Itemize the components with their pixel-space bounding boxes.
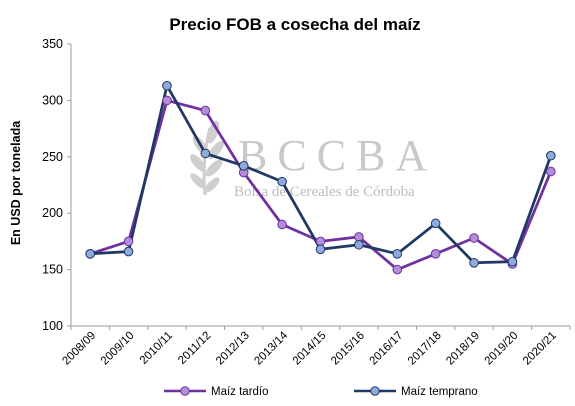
data-point-maiz-tardio — [546, 166, 556, 177]
y-ticks: 100 150 200 250 300 350 — [42, 37, 71, 333]
y-tick-label: 150 — [42, 263, 63, 277]
data-point-maiz-temprano — [392, 249, 403, 259]
x-ticks: 2008/09 2009/10 2010/11 2011/12 2012/13 2013/… — [60, 326, 571, 368]
chart-title: Precio FOB a cosecha del maíz — [169, 15, 420, 34]
x-tick-label: 2018/19 — [444, 330, 482, 368]
data-point-maiz-temprano — [469, 258, 479, 268]
y-tick-label: 100 — [42, 319, 63, 333]
x-tick-label: 2013/14 — [252, 329, 290, 367]
y-tick-label: 300 — [42, 93, 63, 107]
data-point-maiz-temprano — [354, 239, 364, 250]
data-point-maiz-tardio — [392, 264, 403, 275]
x-tick-label: 2016/17 — [368, 330, 406, 368]
y-tick-label: 200 — [42, 206, 63, 220]
x-tick-label: 2020/21 — [521, 330, 559, 368]
x-tick-label: 2009/10 — [99, 330, 137, 368]
legend-label-maiz-temprano: Maíz temprano — [401, 386, 478, 398]
data-point-maiz-temprano — [277, 176, 287, 187]
data-point-maiz-tardio — [123, 236, 134, 247]
data-point-maiz-tardio — [469, 233, 479, 243]
x-tick-label: 2015/16 — [329, 330, 367, 368]
legend-item-maiz-temprano: Maíz temprano — [354, 386, 478, 398]
y-tick-label: 250 — [42, 150, 63, 164]
legend-label-maiz-tardio: Maíz tardío — [211, 386, 269, 398]
series-layer — [85, 80, 556, 275]
data-point-maiz-temprano — [546, 150, 556, 161]
x-tick-label: 2008/09 — [60, 330, 98, 368]
data-point-maiz-temprano — [162, 80, 172, 91]
x-tick-label: 2010/11 — [138, 330, 175, 367]
data-point-maiz-temprano — [507, 256, 518, 267]
x-tick-label: 2011/12 — [176, 330, 213, 367]
data-point-maiz-temprano — [315, 244, 326, 255]
x-tick-label: 2014/15 — [291, 330, 329, 368]
x-tick-label: 2012/13 — [214, 330, 252, 368]
data-point-maiz-tardio — [315, 236, 326, 247]
y-tick-label: 350 — [42, 37, 63, 51]
data-point-maiz-tardio — [162, 95, 172, 106]
data-point-maiz-temprano — [430, 218, 441, 229]
data-point-maiz-tardio — [200, 105, 211, 116]
legend-item-maiz-tardio: Maíz tardío — [164, 386, 269, 398]
watermark-subtitle: Bolsa de Cereales de Córdoba — [234, 184, 415, 200]
watermark: BCCBA Bolsa de Cereales de Córdoba — [190, 120, 437, 200]
data-point-maiz-tardio — [354, 232, 364, 242]
data-point-maiz-temprano — [200, 148, 211, 159]
y-axis-label: En USD por tonelada — [9, 120, 23, 245]
x-tick-label: 2019/20 — [483, 330, 521, 368]
watermark-letters: BCCBA — [238, 131, 437, 180]
legend: Maíz tardío Maíz temprano — [164, 386, 478, 398]
data-point-maiz-temprano — [85, 249, 95, 259]
x-tick-label: 2017/18 — [406, 330, 444, 368]
data-point-maiz-temprano — [123, 246, 134, 257]
data-point-maiz-temprano — [238, 161, 249, 171]
data-point-maiz-tardio — [277, 219, 287, 230]
data-point-maiz-tardio — [430, 249, 441, 259]
